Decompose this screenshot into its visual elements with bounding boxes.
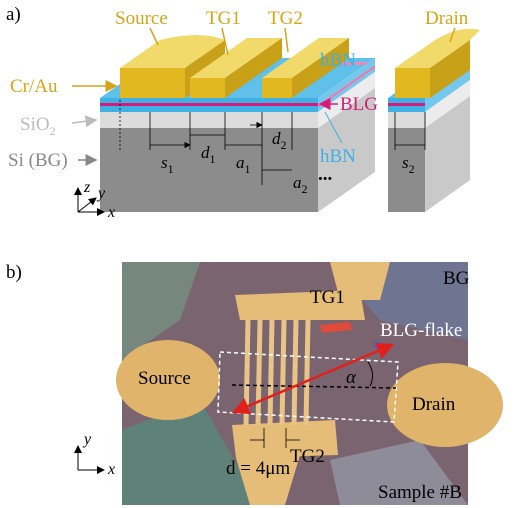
sample-label: Sample #B — [378, 482, 462, 503]
region-label: Drain — [412, 394, 456, 415]
text-part: 2 — [409, 162, 415, 176]
panel-a: a) — [6, 4, 480, 221]
figure: a) — [0, 0, 532, 508]
layer-label: Cr/Au — [10, 76, 58, 97]
text-part: 1 — [210, 152, 216, 166]
text-part: 2 — [302, 182, 308, 196]
contact-label: TG2 — [268, 8, 303, 29]
region-label: BLG-flake — [380, 320, 462, 341]
region-label: TG1 — [310, 287, 345, 308]
contact-label: TG1 — [206, 8, 241, 29]
text-part: a — [236, 153, 245, 172]
axis-label: z — [83, 179, 91, 196]
layer-label: Si (BG) — [8, 150, 68, 171]
text-part: SiO — [20, 114, 50, 135]
text-part: 2 — [281, 138, 287, 152]
region-label: BG — [443, 268, 470, 289]
axis-label: y — [82, 431, 92, 448]
layer-label: BLG — [340, 94, 378, 115]
panel-label: b) — [6, 262, 22, 283]
text-part: 2 — [50, 124, 56, 138]
axis-label: x — [107, 204, 115, 221]
layer-label: SiO2 — [20, 114, 56, 138]
ellipsis: ... — [318, 164, 332, 185]
text-part: 1 — [245, 162, 251, 176]
axis-indicator — [78, 446, 104, 470]
text-part: 1 — [168, 162, 174, 176]
panel-label: a) — [6, 4, 21, 25]
region-label: Source — [138, 368, 191, 389]
axis-label: x — [107, 461, 115, 478]
angle-label: α — [346, 367, 357, 388]
panel-b: b) BG TG1 BLG-flake Source α Drain d = 4 — [6, 262, 503, 505]
contact-label: Source — [115, 8, 168, 29]
scale-label: d = 4μm — [226, 458, 290, 479]
layer-label: hBN — [320, 50, 356, 71]
device-block — [388, 29, 480, 212]
region-label: TG2 — [290, 446, 325, 467]
text-part: a — [293, 173, 302, 192]
contact-label: Drain — [425, 8, 469, 29]
axis-label: y — [96, 185, 106, 202]
